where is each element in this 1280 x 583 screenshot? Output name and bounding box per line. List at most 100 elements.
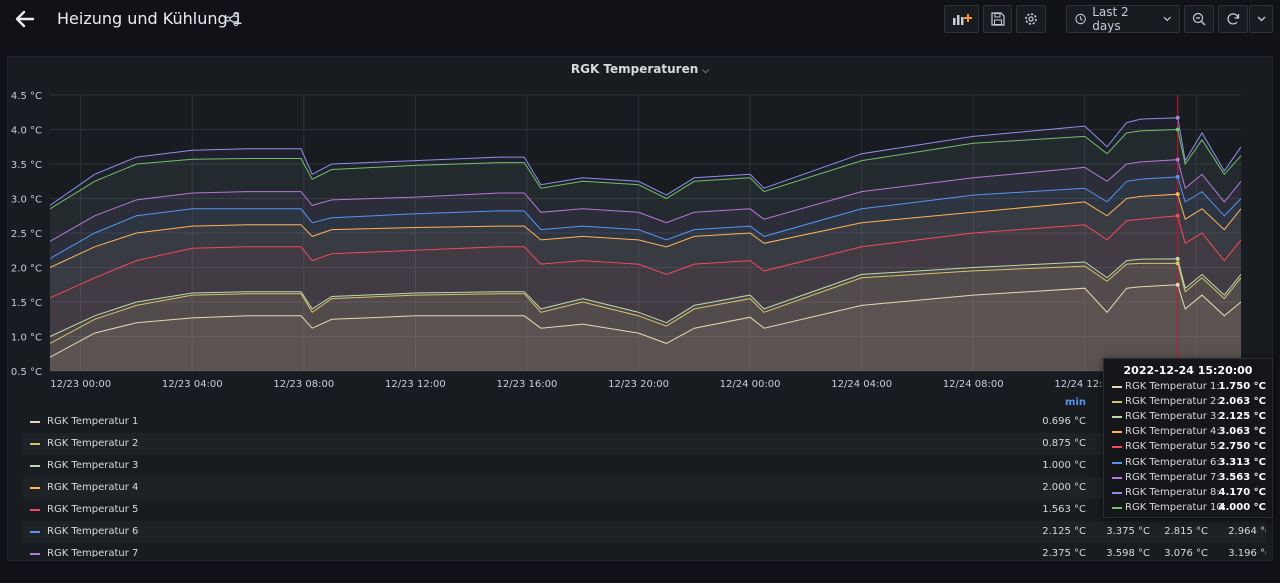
tooltip-series-name: RGK Temperatur 7: xyxy=(1125,471,1220,483)
legend-value: 3.076 °C xyxy=(1164,548,1208,557)
tooltip-row: RGK Temperatur 5: 2.750 °C xyxy=(1112,440,1268,455)
legend-series-name[interactable]: RGK Temperatur 2 xyxy=(47,438,139,449)
tooltip-row: RGK Temperatur 6: 3.313 °C xyxy=(1112,456,1268,471)
zoom-out-button[interactable] xyxy=(1184,5,1214,33)
legend-row[interactable]: RGK Temperatur 31.000 °C2 xyxy=(22,455,1266,477)
save-dashboard-button[interactable] xyxy=(983,5,1012,33)
x-tick-label: 12/23 00:00 xyxy=(50,379,111,390)
refresh-interval-dropdown[interactable] xyxy=(1249,5,1273,33)
tooltip-series-name: RGK Temperatur 2: xyxy=(1125,396,1220,408)
dashboard-settings-button[interactable] xyxy=(1016,5,1046,33)
time-series-chart[interactable]: 4.5 °C 4.0 °C 3.5 °C 3.0 °C 2.5 °C 2.0 °C 1.5 … xyxy=(8,57,1274,397)
tooltip-series-name: RGK Temperatur 6: xyxy=(1125,456,1220,468)
legend-row[interactable]: RGK Temperatur 42.000 °C3 xyxy=(22,477,1266,499)
legend-color-swatch[interactable] xyxy=(30,531,40,533)
tooltip-row: RGK Temperatur 3: 2.125 °C xyxy=(1112,410,1268,425)
tooltip-color-swatch xyxy=(1112,461,1122,464)
legend-value: 2.964 °C xyxy=(1228,526,1266,537)
panel-title-menu[interactable]: RGK Temperaturen ⌵ xyxy=(8,62,1272,76)
legend-row[interactable]: RGK Temperatur 6 2.125 °C 3.375 °C 2.815 °C… xyxy=(22,521,1266,543)
legend-series-name[interactable]: RGK Temperatur 1 xyxy=(47,416,139,427)
add-panel-button[interactable] xyxy=(944,5,979,33)
legend-column-min[interactable]: min xyxy=(1065,397,1086,408)
legend-color-swatch[interactable] xyxy=(30,509,40,511)
tooltip-series-value: 3.563 °C xyxy=(1218,471,1266,483)
dashboard-title[interactable]: Heizung und Kühlung 1 xyxy=(57,9,243,28)
hover-point xyxy=(1175,261,1180,266)
legend-series-name[interactable]: RGK Temperatur 6 xyxy=(47,526,139,537)
series-area xyxy=(50,194,1241,371)
hover-tooltip: 2022-12-24 15:20:00 RGK Temperatur 1: 1.7… xyxy=(1103,358,1273,518)
hover-point xyxy=(1175,256,1180,261)
zoom-out-icon xyxy=(1192,12,1206,26)
legend-row[interactable]: RGK Temperatur 10.696 °C1 xyxy=(22,411,1266,433)
graph-panel: RGK Temperaturen ⌵ 4.5 °C 4.0 °C 3.5 °C 3.0 … xyxy=(7,56,1273,561)
x-tick-label: 12/23 16:00 xyxy=(497,379,558,390)
tooltip-row: RGK Temperatur 7: 3.563 °C xyxy=(1112,471,1268,486)
tooltip-color-swatch xyxy=(1112,401,1122,404)
series-line xyxy=(49,159,1242,242)
series-area xyxy=(50,129,1241,371)
save-icon xyxy=(990,12,1005,26)
tooltip-series-value: 2.125 °C xyxy=(1218,411,1266,423)
y-tick-label: 4.5 °C xyxy=(11,91,42,102)
hover-point xyxy=(1175,213,1180,218)
x-tick-label: 12/23 04:00 xyxy=(162,379,223,390)
chevron-down-icon: ⌵ xyxy=(702,66,710,76)
share-icon[interactable] xyxy=(224,11,240,27)
refresh-button[interactable] xyxy=(1218,5,1248,33)
back-arrow-icon[interactable] xyxy=(14,8,36,30)
chevron-down-icon xyxy=(1257,16,1265,22)
add-panel-icon xyxy=(952,14,972,25)
tooltip-row: RGK Temperatur 4: 3.063 °C xyxy=(1112,425,1268,440)
legend-value: 3.375 °C xyxy=(1106,526,1150,537)
tooltip-row: RGK Temperatur 2: 2.063 °C xyxy=(1112,395,1268,410)
tooltip-series-name: RGK Temperatur 5: xyxy=(1125,441,1220,453)
legend-value: 3.598 °C xyxy=(1106,548,1150,557)
legend-value: 1.000 °C xyxy=(1042,460,1086,471)
legend-color-swatch[interactable] xyxy=(30,443,40,445)
tooltip-series-value: 3.063 °C xyxy=(1218,426,1266,438)
hover-point xyxy=(1175,192,1180,197)
legend-series-name[interactable]: RGK Temperatur 7 xyxy=(47,548,139,557)
tooltip-series-name: RGK Temperatur 3: xyxy=(1125,411,1220,423)
tooltip-series-name: RGK Temperatur 1: xyxy=(1125,381,1220,392)
legend-color-swatch[interactable] xyxy=(30,487,40,489)
series-line xyxy=(49,215,1242,299)
tooltip-series-value: 4.000 °C xyxy=(1218,501,1266,513)
tooltip-row: RGK Temperatur 8: 4.170 °C xyxy=(1112,486,1268,501)
y-tick-label: 1.0 °C xyxy=(11,333,42,344)
hover-point xyxy=(1175,157,1180,162)
legend-color-swatch[interactable] xyxy=(30,421,40,423)
legend-row[interactable]: RGK Temperatur 51.563 °C2 xyxy=(22,499,1266,521)
y-tick-label: 2.0 °C xyxy=(11,264,42,275)
tooltip-series-value: 1.750 °C xyxy=(1218,381,1266,392)
y-tick-label: 2.5 °C xyxy=(11,229,42,240)
legend-color-swatch[interactable] xyxy=(30,553,40,555)
series-line xyxy=(49,262,1242,344)
time-range-picker[interactable]: Last 2 days xyxy=(1066,5,1180,33)
tooltip-timestamp: 2022-12-24 15:20:00 xyxy=(1123,364,1253,377)
legend-row[interactable]: RGK Temperatur 20.875 °C2 xyxy=(22,433,1266,455)
series-line xyxy=(49,284,1242,358)
x-tick-label: 12/24 12:00 xyxy=(1054,379,1115,390)
legend-value: 2.375 °C xyxy=(1042,548,1086,557)
legend-series-name[interactable]: RGK Temperatur 4 xyxy=(47,482,139,493)
legend-series-name[interactable]: RGK Temperatur 3 xyxy=(47,460,139,471)
panel-title: RGK Temperaturen xyxy=(570,62,699,76)
series-line xyxy=(49,128,1242,210)
refresh-icon xyxy=(1227,13,1240,25)
tooltip-series-value: 2.750 °C xyxy=(1218,441,1266,453)
series-line xyxy=(49,193,1242,268)
legend-table: min RGK Temperatur 10.696 °C1RGK Tempera… xyxy=(22,397,1266,557)
tooltip-series-value: 2.063 °C xyxy=(1218,396,1266,408)
legend-row[interactable]: RGK Temperatur 7 2.375 °C 3.598 °C 3.076 °C… xyxy=(22,543,1266,557)
series-area xyxy=(50,215,1241,371)
series-area xyxy=(50,284,1241,371)
tooltip-row: RGK Temperatur 1: 1.750 °C xyxy=(1112,380,1268,395)
series-area xyxy=(50,176,1241,371)
legend-series-name[interactable]: RGK Temperatur 5 xyxy=(47,504,139,515)
hover-point xyxy=(1175,282,1180,287)
tooltip-series-name: RGK Temperatur 4: xyxy=(1125,426,1220,438)
legend-color-swatch[interactable] xyxy=(30,465,40,467)
